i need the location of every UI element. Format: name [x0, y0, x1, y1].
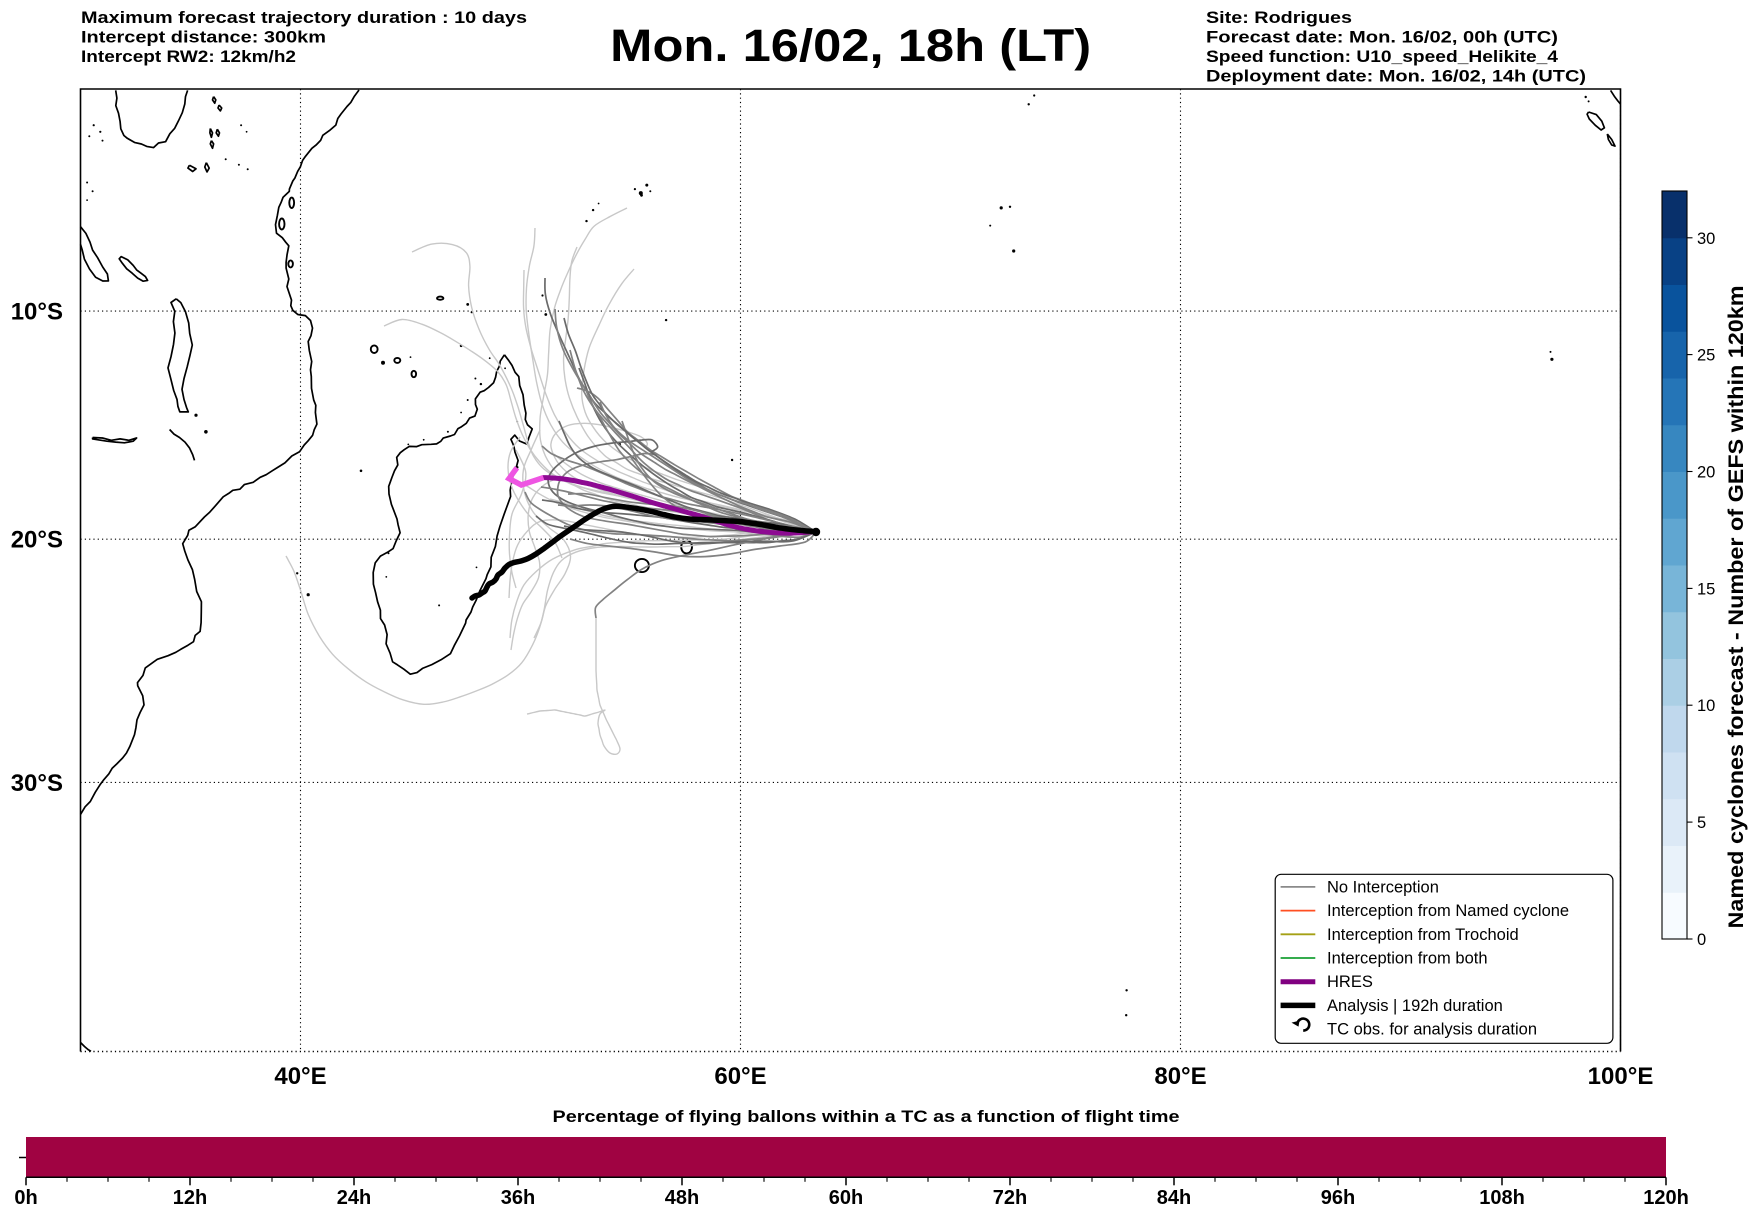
svg-text:HRES: HRES	[1327, 973, 1373, 991]
svg-text:108h: 108h	[1479, 1187, 1525, 1209]
svg-text:Interception from Named cyclon: Interception from Named cyclone	[1327, 902, 1569, 920]
svg-text:Deployment date: Mon. 16/02, 1: Deployment date: Mon. 16/02, 14h (UTC)	[1206, 67, 1586, 86]
svg-text:Mon. 16/02, 18h (LT): Mon. 16/02, 18h (LT)	[610, 20, 1091, 71]
svg-text:60°E: 60°E	[714, 1063, 766, 1090]
svg-text:Speed function: U10_speed_Heli: Speed function: U10_speed_Helikite_4	[1206, 47, 1559, 66]
svg-text:Analysis | 192h duration: Analysis | 192h duration	[1327, 997, 1503, 1015]
svg-text:10: 10	[1697, 697, 1715, 715]
svg-text:No Interception: No Interception	[1327, 878, 1439, 896]
svg-text:Maximum forecast trajectory du: Maximum forecast trajectory duration : 1…	[81, 8, 527, 27]
svg-text:60h: 60h	[829, 1187, 863, 1209]
svg-text:96h: 96h	[1321, 1187, 1355, 1209]
svg-text:25: 25	[1697, 347, 1715, 365]
svg-text:20°S: 20°S	[11, 527, 63, 554]
svg-text:40°E: 40°E	[274, 1063, 326, 1090]
svg-text:100°E: 100°E	[1588, 1063, 1654, 1090]
svg-text:72h: 72h	[993, 1187, 1027, 1209]
svg-text:30: 30	[1697, 230, 1715, 248]
svg-text:30°S: 30°S	[11, 770, 63, 797]
svg-text:Intercept distance: 300km: Intercept distance: 300km	[81, 28, 326, 47]
svg-text:Percentage of flying ballons w: Percentage of flying ballons within a TC…	[553, 1107, 1180, 1126]
svg-text:Named cyclones forecast - Numb: Named cyclones forecast - Number of GEFS…	[1724, 286, 1748, 929]
svg-text:5: 5	[1697, 814, 1706, 832]
svg-text:80°E: 80°E	[1154, 1063, 1206, 1090]
svg-text:10°S: 10°S	[11, 299, 63, 326]
svg-text:84h: 84h	[1157, 1187, 1191, 1209]
svg-text:24h: 24h	[337, 1187, 371, 1209]
svg-text:0: 0	[1697, 931, 1706, 949]
svg-text:Intercept RW2: 12km/h2: Intercept RW2: 12km/h2	[81, 47, 296, 66]
svg-text:120h: 120h	[1643, 1187, 1689, 1209]
svg-text:Interception from both: Interception from both	[1327, 950, 1488, 968]
svg-text:15: 15	[1697, 580, 1715, 598]
svg-text:TC obs. for analysis duration: TC obs. for analysis duration	[1327, 1021, 1537, 1039]
svg-text:0h: 0h	[14, 1187, 37, 1209]
svg-text:20: 20	[1697, 464, 1715, 482]
svg-text:Forecast date: Mon. 16/02, 00h: Forecast date: Mon. 16/02, 00h (UTC)	[1206, 28, 1558, 47]
svg-text:Site: Rodrigues: Site: Rodrigues	[1206, 8, 1352, 27]
svg-text:Interception from Trochoid: Interception from Trochoid	[1327, 926, 1519, 944]
svg-text:36h: 36h	[501, 1187, 535, 1209]
svg-text:12h: 12h	[173, 1187, 207, 1209]
svg-text:48h: 48h	[665, 1187, 699, 1209]
